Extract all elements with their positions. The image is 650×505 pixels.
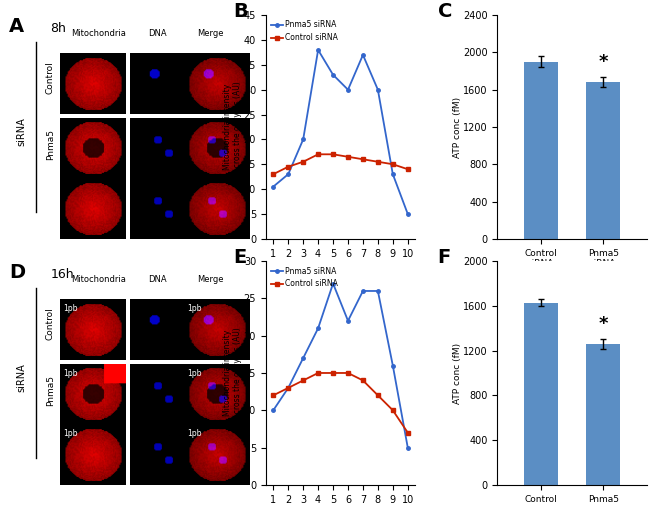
Y-axis label: ATP conc (fM): ATP conc (fM) bbox=[452, 96, 462, 158]
Text: Mitochondria: Mitochondria bbox=[72, 275, 126, 284]
Pnma5 siRNA bbox=[359, 52, 367, 58]
Pnma5 siRNA bbox=[404, 211, 411, 217]
Control siRNA bbox=[389, 161, 396, 167]
Text: A: A bbox=[9, 17, 24, 36]
Pnma5 siRNA bbox=[284, 171, 292, 177]
Control siRNA bbox=[404, 430, 411, 436]
Text: *: * bbox=[599, 53, 608, 71]
Pnma5 siRNA bbox=[329, 72, 337, 78]
Text: F: F bbox=[437, 248, 451, 267]
Pnma5 siRNA bbox=[404, 444, 411, 450]
Text: 8h: 8h bbox=[50, 22, 66, 35]
Pnma5 siRNA bbox=[314, 325, 322, 331]
Control siRNA bbox=[329, 152, 337, 158]
Control siRNA bbox=[329, 370, 337, 376]
Text: Control: Control bbox=[46, 308, 55, 340]
Line: Pnma5 siRNA: Pnma5 siRNA bbox=[272, 48, 410, 216]
Control siRNA bbox=[284, 385, 292, 391]
Control siRNA bbox=[359, 156, 367, 162]
Text: B: B bbox=[233, 2, 248, 21]
Pnma5 siRNA bbox=[269, 407, 277, 413]
Text: siRNA: siRNA bbox=[16, 117, 26, 146]
Text: Pnma5: Pnma5 bbox=[46, 375, 55, 407]
Text: D: D bbox=[9, 264, 25, 282]
Control siRNA bbox=[404, 166, 411, 172]
Pnma5 siRNA bbox=[389, 363, 396, 369]
Y-axis label: Mitochondria intensity
across the oocytes (AU): Mitochondria intensity across the oocyte… bbox=[223, 328, 242, 418]
Control siRNA bbox=[389, 407, 396, 413]
Pnma5 siRNA bbox=[344, 87, 352, 93]
Text: Merge: Merge bbox=[198, 29, 224, 37]
Pnma5 siRNA bbox=[374, 288, 382, 294]
Control siRNA bbox=[344, 154, 352, 160]
Pnma5 siRNA bbox=[299, 355, 307, 361]
Bar bbox=[586, 82, 620, 239]
Bar bbox=[586, 344, 620, 485]
Pnma5 siRNA bbox=[389, 171, 396, 177]
Text: Merge: Merge bbox=[198, 275, 224, 284]
Line: Control siRNA: Control siRNA bbox=[272, 371, 410, 434]
Text: Pnma5: Pnma5 bbox=[46, 129, 55, 161]
Text: Control: Control bbox=[46, 62, 55, 94]
Text: DNA: DNA bbox=[148, 29, 166, 37]
Legend: Pnma5 siRNA, Control siRNA: Pnma5 siRNA, Control siRNA bbox=[270, 19, 339, 44]
Control siRNA bbox=[344, 370, 352, 376]
Pnma5 siRNA bbox=[269, 184, 277, 190]
Y-axis label: Mitochondria intensity
across the oocytes (AU): Mitochondria intensity across the oocyte… bbox=[223, 82, 242, 172]
Text: C: C bbox=[437, 2, 452, 21]
Line: Control siRNA: Control siRNA bbox=[272, 153, 410, 176]
Text: Mitochondria: Mitochondria bbox=[72, 29, 126, 37]
Text: siRNA: siRNA bbox=[16, 363, 26, 392]
Pnma5 siRNA bbox=[299, 136, 307, 142]
Text: 16h: 16h bbox=[50, 268, 74, 281]
Control siRNA bbox=[374, 392, 382, 398]
Pnma5 siRNA bbox=[344, 318, 352, 324]
Control siRNA bbox=[269, 392, 277, 398]
Pnma5 siRNA bbox=[284, 385, 292, 391]
Pnma5 siRNA bbox=[359, 288, 367, 294]
Control siRNA bbox=[374, 159, 382, 165]
Legend: Pnma5 siRNA, Control siRNA: Pnma5 siRNA, Control siRNA bbox=[270, 265, 339, 290]
Control siRNA bbox=[359, 377, 367, 383]
Control siRNA bbox=[284, 164, 292, 170]
Bar bbox=[524, 62, 558, 239]
Control siRNA bbox=[299, 377, 307, 383]
Text: DNA: DNA bbox=[148, 275, 166, 284]
Control siRNA bbox=[299, 159, 307, 165]
Pnma5 siRNA bbox=[329, 280, 337, 286]
Text: *: * bbox=[599, 315, 608, 333]
Control siRNA bbox=[314, 152, 322, 158]
Control siRNA bbox=[314, 370, 322, 376]
Y-axis label: ATP conc (fM): ATP conc (fM) bbox=[452, 342, 462, 403]
Bar bbox=[524, 302, 558, 485]
Control siRNA bbox=[269, 171, 277, 177]
Pnma5 siRNA bbox=[314, 47, 322, 53]
Line: Pnma5 siRNA: Pnma5 siRNA bbox=[272, 282, 410, 449]
Pnma5 siRNA bbox=[374, 87, 382, 93]
Text: E: E bbox=[233, 248, 246, 267]
